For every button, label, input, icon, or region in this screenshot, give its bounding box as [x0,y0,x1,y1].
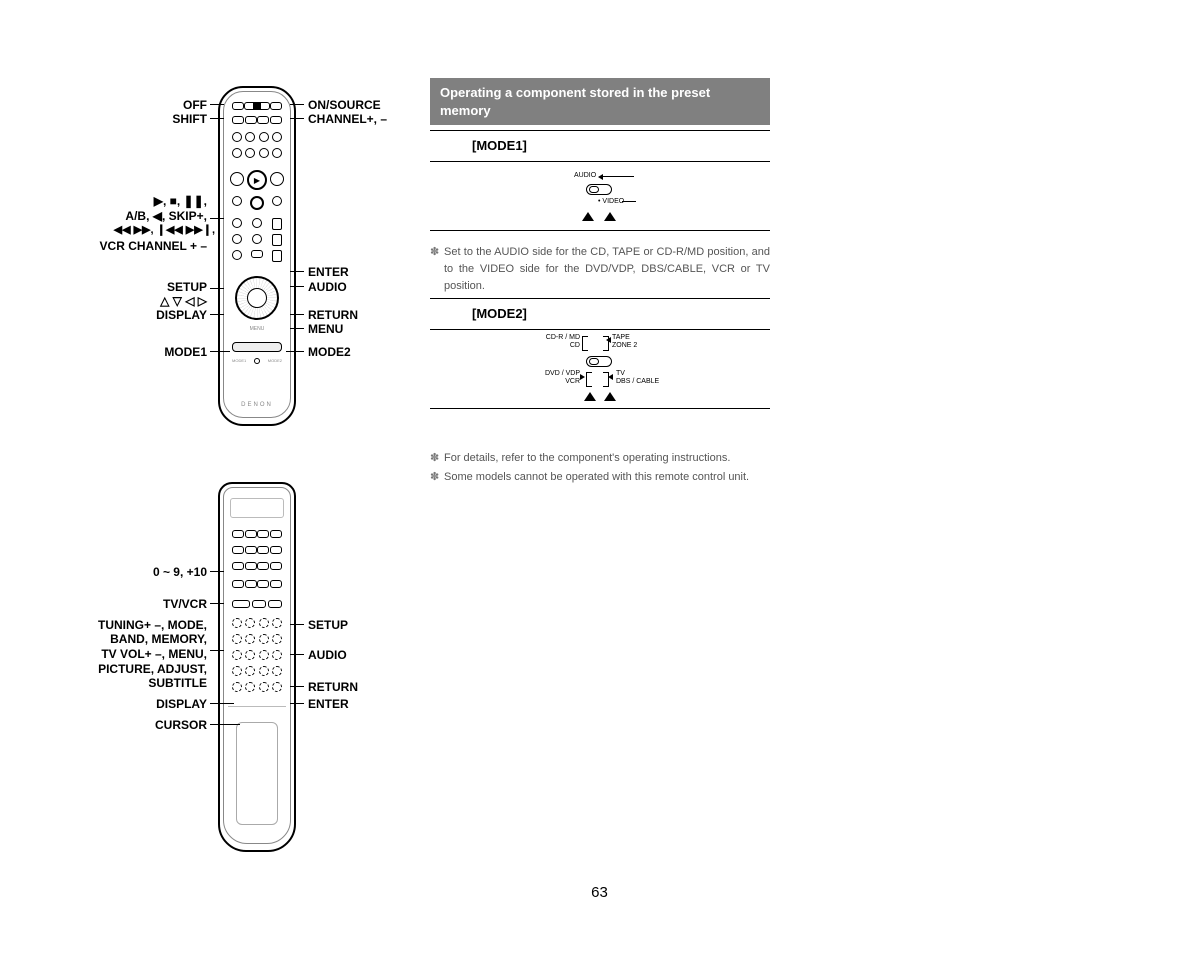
mode1-block: [MODE1] AUDIO • VIDEO [430,130,770,231]
mode1-diagram: AUDIO • VIDEO [430,162,770,230]
remote-diagram-bottom [218,482,296,852]
remote-body: ▶ [223,91,291,418]
lbl-play-stop-pause: ▶, ■, ❚❚, [154,194,207,209]
lbl-cursor-tri: △ ▽ ◁ ▷ [160,294,207,309]
note-marker: ✽ [430,244,444,295]
section-heading: Operating a component stored in the pres… [430,78,770,125]
lbl-subtitle: SUBTITLE [148,676,207,691]
remote-diagram-top: ▶ [218,86,296,426]
lbl-tvvol: TV VOL+ –, MENU, [101,647,207,662]
remote-body-2 [223,487,291,844]
lbl-setup2: SETUP [308,618,348,633]
lbl-numbers: 0 ~ 9, +10 [153,565,207,580]
lbl-enter2: ENTER [308,697,349,712]
footer-notes: ✽ For details, refer to the component's … [430,450,770,488]
lbl-off: OFF [183,98,207,113]
lbl-return: RETURN [308,308,358,323]
lbl-audio: AUDIO [308,280,347,295]
lbl-return2: RETURN [308,680,358,695]
lbl-vcrch: VCR CHANNEL + – [100,239,207,254]
lbl-display: DISPLAY [156,308,207,323]
lbl-tuning: TUNING+ –, MODE, [98,618,207,633]
manual-page: ▶ [0,0,1199,954]
lbl-mode1: MODE1 [164,345,207,360]
mode2-block: [MODE2] CD-R / MD CD TAPE ZONE 2 [430,298,770,409]
lbl-enter: ENTER [308,265,349,280]
lbl-display2: DISPLAY [156,697,207,712]
lbl-mode2: MODE2 [308,345,351,360]
mode1-audio: AUDIO [574,172,596,179]
lbl-ffrw: ◀◀ ▶▶, ❙◀◀ ▶▶❙, [114,224,215,238]
mode1-note-text: Set to the AUDIO side for the CD, TAPE o… [444,244,770,295]
brand-label: DENON [224,402,290,408]
note-1: For details, refer to the component's op… [444,450,770,467]
lbl-shift: SHIFT [172,112,207,127]
lbl-onsource: ON/SOURCE [308,98,381,113]
lbl-cursor: CURSOR [155,718,207,733]
lbl-picture: PICTURE, ADJUST, [98,662,207,677]
mode1-title: [MODE1] [472,138,527,153]
page-number: 63 [0,884,1199,901]
lbl-channel: CHANNEL+, – [308,112,387,127]
mode2-title: [MODE2] [472,306,527,321]
lbl-menu: MENU [308,322,343,337]
note-2: Some models cannot be operated with this… [444,469,770,486]
lbl-setup: SETUP [167,280,207,295]
lbl-audio2: AUDIO [308,648,347,663]
mode2-diagram: CD-R / MD CD TAPE ZONE 2 DVD / [430,330,770,408]
lbl-ab-skip: A/B, ◀, SKIP+, [125,209,207,224]
mode1-note: ✽ Set to the AUDIO side for the CD, TAPE… [430,244,770,297]
lbl-band: BAND, MEMORY, [110,632,207,647]
lbl-tvvcr: TV/VCR [163,597,207,612]
mode1-video: • VIDEO [598,198,624,205]
